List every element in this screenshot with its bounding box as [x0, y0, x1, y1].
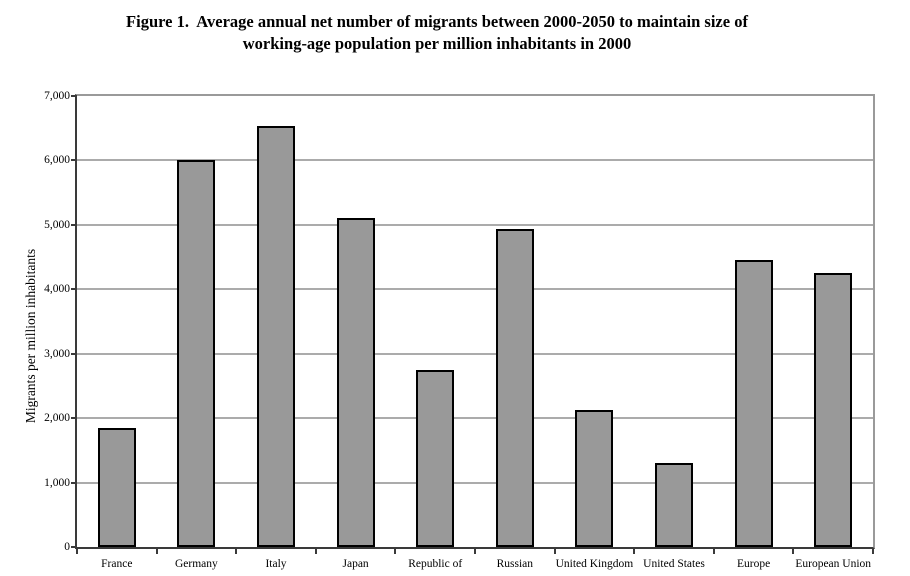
- x-axis-label: Europe: [736, 558, 771, 570]
- gridline: [77, 288, 873, 291]
- y-tick-label: 0: [64, 541, 70, 553]
- x-tick: [394, 549, 397, 554]
- y-tick: [71, 546, 77, 548]
- x-axis-label: United States: [643, 558, 705, 570]
- x-axis-label: Germany: [174, 558, 218, 570]
- bar-united-states: [655, 463, 693, 547]
- chart-title: Figure 1. Average annual net number of m…: [0, 11, 874, 55]
- bar-europe: [734, 260, 773, 547]
- y-axis-title: Migrants per million inhabitants: [23, 248, 38, 424]
- x-tick: [633, 549, 636, 554]
- bar-european-union: [814, 273, 853, 547]
- y-tick: [71, 417, 77, 420]
- bar-republic-of: [416, 370, 455, 547]
- x-axis-label: European Union: [795, 558, 872, 570]
- plot-area: [75, 94, 875, 549]
- y-tick-label: 5,000: [44, 218, 70, 231]
- y-tick: [71, 95, 77, 97]
- y-tick: [71, 288, 77, 291]
- y-tick-label: 2,000: [44, 412, 70, 425]
- y-tick-label: 3,000: [44, 347, 70, 360]
- y-tick: [71, 352, 77, 355]
- x-tick: [553, 549, 556, 554]
- chart-title-line2: working-age population per million inhab…: [242, 34, 632, 53]
- y-tick-label: 6,000: [44, 154, 70, 167]
- x-axis-label: Italy: [265, 558, 287, 570]
- gridline: [77, 417, 873, 420]
- bar-russian: [495, 229, 534, 547]
- x-axis-label: United Kingdom: [555, 558, 634, 570]
- x-tick: [76, 549, 78, 554]
- y-tick-label: 7,000: [44, 90, 70, 102]
- gridline: [77, 223, 873, 226]
- x-tick: [235, 549, 238, 554]
- x-axis-label: Russian: [496, 558, 534, 570]
- bar-germany: [177, 160, 216, 547]
- x-tick: [314, 549, 317, 554]
- x-axis-label: France: [101, 558, 133, 570]
- x-tick: [155, 549, 158, 554]
- y-tick-label: 1,000: [44, 476, 70, 489]
- y-tick-label: 4,000: [44, 283, 70, 296]
- y-tick: [71, 159, 77, 162]
- gridline: [77, 481, 873, 484]
- bar-united-kingdom: [575, 410, 614, 547]
- chart-title-line1: Figure 1. Average annual net number of m…: [126, 12, 748, 31]
- bar-italy: [257, 126, 295, 547]
- y-tick: [71, 481, 77, 484]
- gridline: [77, 159, 873, 162]
- x-axis-label: Japan: [342, 558, 369, 570]
- bar-japan: [336, 218, 375, 547]
- x-axis-label: Republic of: [408, 558, 463, 570]
- x-tick: [712, 549, 715, 554]
- x-tick: [792, 549, 795, 554]
- gridline: [77, 352, 873, 355]
- x-tick: [872, 549, 874, 554]
- x-tick: [474, 549, 476, 554]
- bar-france: [97, 428, 136, 547]
- y-tick: [71, 223, 77, 226]
